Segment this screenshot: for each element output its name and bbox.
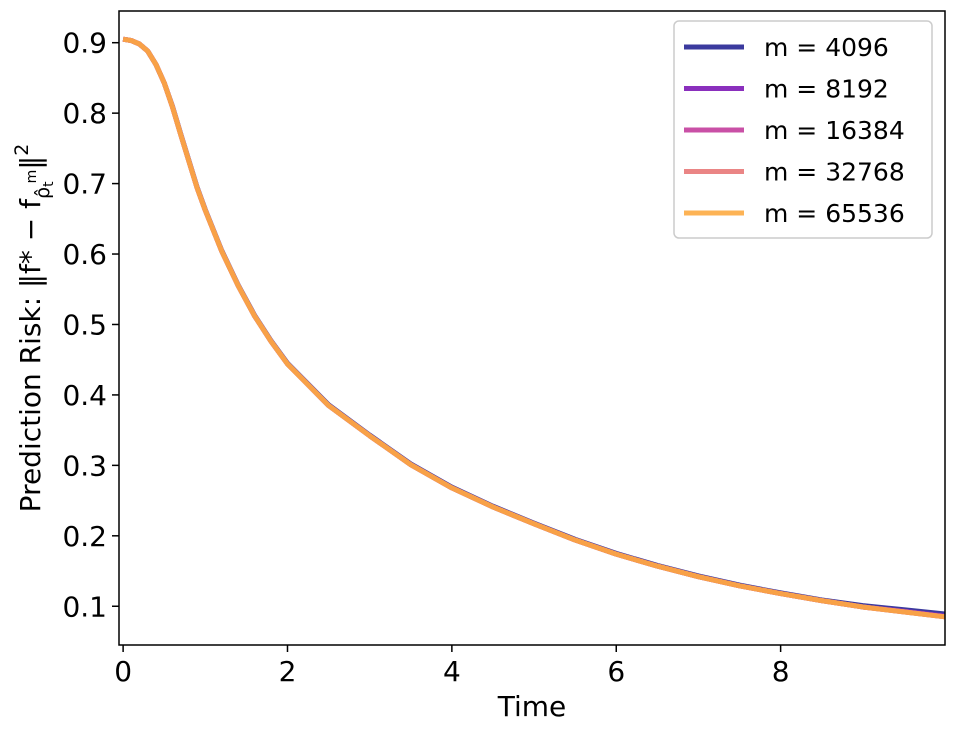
series-line-5	[122, 36, 946, 620]
legend-box	[673, 20, 933, 239]
x-tick-label: 2	[279, 655, 297, 688]
y-tick-label: 0.8	[62, 97, 107, 130]
y-axis-label: Prediction Risk: ‖f* − fρ̂tm‖2	[11, 144, 57, 513]
y-tick-label: 0.3	[62, 449, 107, 482]
plot-lines	[122, 36, 946, 620]
x-tick-label: 0	[114, 655, 132, 688]
y-tick-label: 0.9	[62, 27, 107, 60]
legend-label-4: m = 32768	[764, 158, 905, 187]
y-tick-label: 0.6	[62, 238, 107, 271]
legend: m = 4096 m = 8192 m = 16384 m = 32768 m = 65…	[673, 20, 933, 239]
x-axis-label: Time	[497, 690, 567, 723]
y-tick-label: 0.2	[62, 520, 107, 553]
y-tick-label: 0.5	[62, 308, 107, 341]
x-axis: 0 2 4 6 8	[114, 645, 790, 688]
legend-label-2: m = 8192	[764, 75, 889, 104]
y-tick-label: 0.7	[62, 168, 107, 201]
x-tick-label: 6	[607, 655, 625, 688]
legend-label-3: m = 16384	[764, 116, 905, 145]
y-tick-label: 0.4	[62, 379, 107, 412]
x-tick-label: 4	[443, 655, 461, 688]
y-axis: 0.1 0.2 0.3 0.4 0.5 0.6 0.7 0.8 0.9	[62, 27, 119, 623]
y-tick-label: 0.1	[62, 590, 107, 623]
legend-label-1: m = 4096	[764, 33, 889, 62]
x-tick-label: 8	[772, 655, 790, 688]
plot-frame	[118, 10, 946, 646]
legend-label-5: m = 65536	[764, 199, 905, 228]
